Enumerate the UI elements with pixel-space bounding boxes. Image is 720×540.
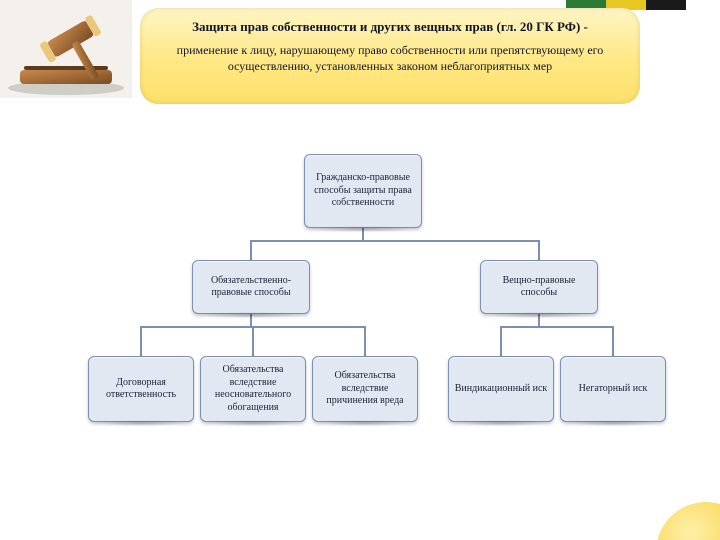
connector — [612, 326, 614, 356]
node-level2-oblig-label: Обязательственно-правовые способы — [197, 275, 305, 300]
node-leaf-dogovor: Договорная ответственность — [88, 356, 194, 422]
node-leaf-negator: Негаторный иск — [560, 356, 666, 422]
node-shadow — [318, 420, 412, 426]
corner-circle — [656, 502, 720, 540]
connector — [500, 326, 614, 328]
node-shadow — [206, 420, 300, 426]
node-leaf-negator-label: Негаторный иск — [565, 383, 661, 396]
node-shadow — [310, 226, 416, 232]
node-leaf-neobosn-label: Обязательства вследствие неосновательног… — [205, 364, 301, 414]
node-root-label: Гражданско-правовые способы защиты права… — [309, 172, 417, 210]
gavel-image — [0, 0, 132, 98]
header-title: Защита прав собственности и других вещны… — [156, 18, 624, 36]
node-shadow — [454, 420, 548, 426]
node-shadow — [198, 312, 304, 318]
node-leaf-vred-label: Обязательства вследствие причинения вред… — [317, 370, 413, 408]
tab-black — [646, 0, 686, 10]
node-leaf-vindikac: Виндикационный иск — [448, 356, 554, 422]
header-banner: Защита прав собственности и других вещны… — [140, 8, 640, 104]
connector — [140, 326, 142, 356]
header-body: применение к лицу, нарушающему право соб… — [156, 42, 624, 74]
node-leaf-neobosn: Обязательства вследствие неосновательног… — [200, 356, 306, 422]
connector — [252, 326, 254, 356]
connector — [500, 326, 502, 356]
connector — [250, 240, 540, 242]
node-level2-oblig: Обязательственно-правовые способы — [192, 260, 310, 314]
connector — [538, 240, 540, 260]
connector — [364, 326, 366, 356]
node-leaf-vred: Обязательства вследствие причинения вред… — [312, 356, 418, 422]
connector — [250, 240, 252, 260]
node-leaf-dogovor-label: Договорная ответственность — [93, 377, 189, 402]
node-shadow — [486, 312, 592, 318]
node-level2-vesh-label: Вещно-правовые способы — [485, 275, 593, 300]
node-leaf-vindikac-label: Виндикационный иск — [453, 383, 549, 396]
node-shadow — [566, 420, 660, 426]
node-level2-vesh: Вещно-правовые способы — [480, 260, 598, 314]
node-root: Гражданско-правовые способы защиты права… — [304, 154, 422, 228]
node-shadow — [94, 420, 188, 426]
